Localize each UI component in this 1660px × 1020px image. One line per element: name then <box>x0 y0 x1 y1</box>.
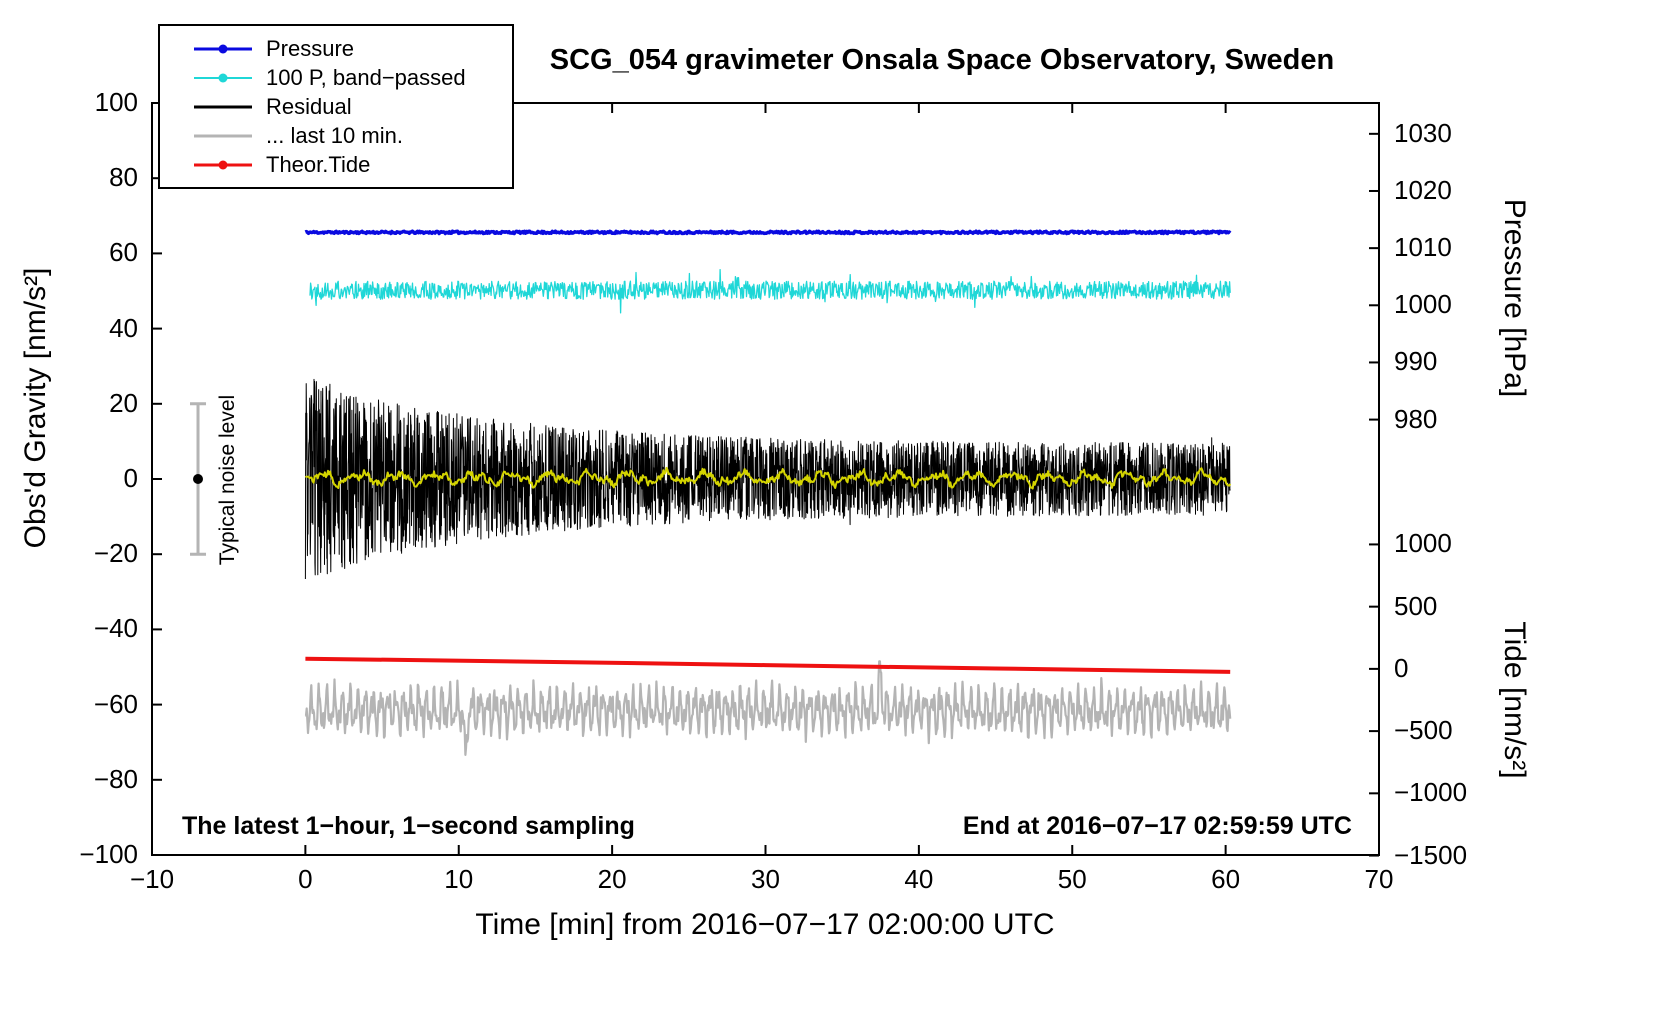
gravity-tick-label: 60 <box>109 237 138 268</box>
x-tick-label: 40 <box>904 864 934 894</box>
pressure-tick-label: 1020 <box>1394 174 1452 205</box>
x-tick-label: 50 <box>1057 864 1087 894</box>
residual-line-swatch <box>194 101 252 113</box>
legend-item-pressure: Pressure <box>160 34 512 63</box>
x-tick-label: 70 <box>1364 864 1394 894</box>
gravity-tick-label: −20 <box>93 538 138 569</box>
x-tick-label: 20 <box>597 864 627 894</box>
pressure-tick-label: 1000 <box>1394 289 1452 320</box>
series-100-p-band-passed <box>309 268 1231 314</box>
last10min-line-swatch <box>194 130 252 142</box>
gravity-tick-label: −80 <box>93 763 138 794</box>
legend-label: Residual <box>266 93 352 119</box>
x-tick-label: 60 <box>1211 864 1241 894</box>
gravity-tick-label: 100 <box>94 87 138 117</box>
end-time-note: End at 2016−07−17 02:59:59 UTC <box>962 812 1352 840</box>
legend-label: ... last 10 min. <box>266 122 403 148</box>
x-tick-label: −10 <box>129 864 175 894</box>
noise-level-label: Typical noise level <box>216 394 239 566</box>
series-residual <box>304 378 1231 580</box>
tide-tick-label: −1500 <box>1394 839 1468 870</box>
tide-tick-label: −1000 <box>1394 777 1468 808</box>
x-axis-label: Time [min] from 2016−07−17 02:00:00 UTC <box>475 908 1055 941</box>
x-tick-label: 30 <box>751 864 780 894</box>
gravity-tick-label: −60 <box>93 688 138 719</box>
gravity-tick-label: 40 <box>109 312 138 343</box>
noise-bar-dot <box>193 474 204 484</box>
bandpassed-line-swatch <box>194 72 252 84</box>
series-pressure <box>304 229 1232 236</box>
gravity-tick-label: 20 <box>109 387 138 418</box>
series-residual-low-pass <box>305 466 1232 490</box>
x-tick-label: 0 <box>298 864 313 894</box>
tide-tick-label: 500 <box>1394 590 1438 621</box>
sampling-note: The latest 1−hour, 1−second sampling <box>182 812 635 840</box>
tide-tick-label: 1000 <box>1394 528 1452 559</box>
tide-axis-label: Tide [nm/s²] <box>1498 621 1531 779</box>
pressure-axis-label: Pressure [hPa] <box>1498 198 1531 398</box>
legend-label: 100 P, band−passed <box>266 64 466 90</box>
gravity-tick-label: −40 <box>93 613 138 644</box>
series-theor-tide <box>305 656 1231 674</box>
pressure-line-swatch <box>194 43 252 55</box>
x-tick-label: 10 <box>444 864 474 894</box>
legend-label: Theor.Tide <box>266 151 371 177</box>
gravity-tick-label: 80 <box>109 162 138 193</box>
tide-tick-label: 0 <box>1394 652 1409 683</box>
gravity-tick-label: 0 <box>123 463 138 493</box>
left-axis-label: Obs'd Gravity [nm/s²] <box>19 267 52 549</box>
legend: Pressure 100 P, band−passed Residual ...… <box>158 24 514 189</box>
legend-item-theor-tide: Theor.Tide <box>160 150 512 179</box>
pressure-tick-label: 990 <box>1394 346 1438 377</box>
legend-label: Pressure <box>266 35 355 61</box>
legend-item-last10min: ... last 10 min. <box>160 121 512 150</box>
tide-tick-label: −500 <box>1394 715 1453 746</box>
pressure-tick-label: 1030 <box>1394 117 1452 148</box>
series--last-10-min- <box>304 660 1232 756</box>
gravity-tick-label: −100 <box>79 839 138 869</box>
legend-item-residual: Residual <box>160 92 512 121</box>
theor-tide-line-swatch <box>194 159 252 171</box>
pressure-tick-label: 1010 <box>1394 232 1452 263</box>
legend-item-bandpassed: 100 P, band−passed <box>160 63 512 92</box>
chart-title: SCG_054 gravimeter Onsala Space Observat… <box>549 44 1335 76</box>
pressure-tick-label: 980 <box>1394 403 1438 434</box>
